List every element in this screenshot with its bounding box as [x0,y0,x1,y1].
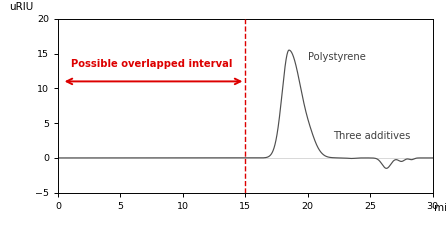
Text: Three additives: Three additives [333,131,410,141]
X-axis label: min: min [434,203,446,213]
Text: Possible overlapped interval: Possible overlapped interval [71,59,232,69]
Text: uRIU: uRIU [9,2,33,12]
Text: Polystyrene: Polystyrene [308,52,366,62]
